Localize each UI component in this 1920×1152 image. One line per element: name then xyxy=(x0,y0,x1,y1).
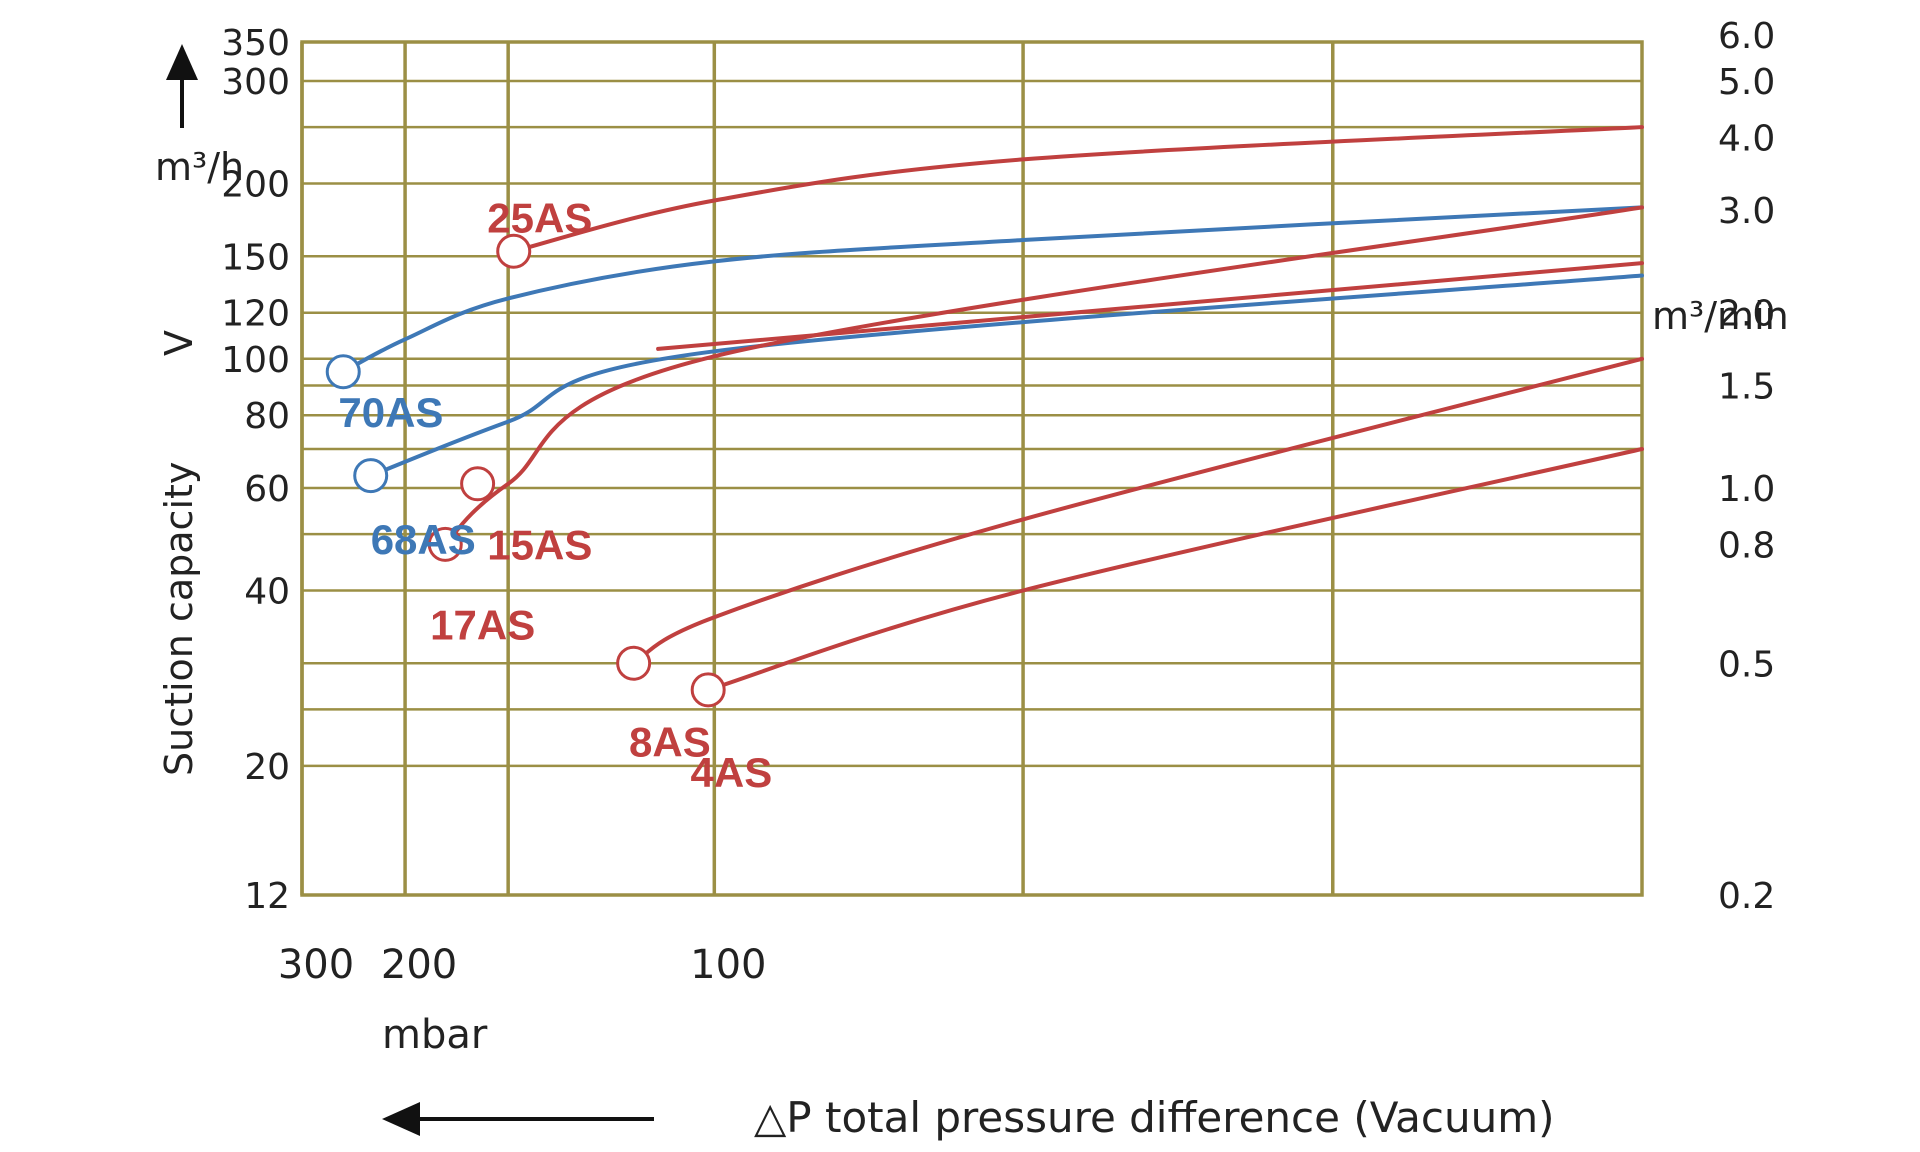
x-tick-labels: 300 200 100 xyxy=(278,942,767,988)
series-marker-25as xyxy=(496,233,532,269)
x-tick-label: 100 xyxy=(690,942,766,988)
y2-tick-label: 5.0 xyxy=(1718,62,1775,103)
plot-frame xyxy=(300,40,1644,897)
y-tick-label: 40 xyxy=(244,572,290,613)
y-axis-title: Suction capacity xyxy=(157,462,201,776)
series-marker-4as xyxy=(690,672,726,708)
x-tick-label: 300 xyxy=(278,942,354,988)
series-label-70as: 70AS xyxy=(338,389,443,436)
series-marker-70as xyxy=(325,354,361,390)
series-marker-15as xyxy=(460,466,496,502)
series-line-17as xyxy=(443,205,1644,547)
y-tick-label: 120 xyxy=(221,294,290,335)
series-lines xyxy=(341,125,1644,692)
y-axis-symbol: V xyxy=(157,330,201,356)
series-line-68as xyxy=(368,273,1644,478)
y2-tick-label: 6.0 xyxy=(1718,16,1775,57)
up-arrow-icon xyxy=(166,44,198,128)
series-marker-8as xyxy=(616,645,652,681)
y2-tick-label: 0.5 xyxy=(1718,644,1775,685)
series-label-25as: 25AS xyxy=(487,194,592,241)
y2-tick-label: 1.5 xyxy=(1718,366,1775,407)
y-tick-label: 350 xyxy=(221,23,290,64)
series-label-17as: 17AS xyxy=(430,601,535,648)
y-tick-label: 100 xyxy=(221,340,290,381)
y-tick-label: 60 xyxy=(244,469,290,510)
y-tick-label: 150 xyxy=(221,237,290,278)
y2-tick-label: 0.2 xyxy=(1718,876,1775,917)
series-line-25as xyxy=(511,125,1644,254)
series-line-15as xyxy=(656,261,1644,351)
y-tick-label: 20 xyxy=(244,747,290,788)
series-marker-17as xyxy=(427,526,463,562)
series-label-4as: 4AS xyxy=(691,749,773,796)
y2-tick-label: 3.0 xyxy=(1718,191,1775,232)
series-markers xyxy=(325,233,726,708)
y2-unit: m³/min xyxy=(1652,294,1789,338)
y2-tick-label: 2.0 xyxy=(1718,294,1775,335)
x-tick-label: 200 xyxy=(381,942,457,988)
series-label-68as: 68AS xyxy=(371,516,476,563)
series-line-70as xyxy=(341,205,1644,374)
series-line-8as xyxy=(631,356,1644,666)
y2-tick-label: 0.8 xyxy=(1718,525,1775,566)
y-tick-label: 200 xyxy=(221,165,290,206)
y-unit: m³/h xyxy=(155,145,244,189)
y-tick-label: 80 xyxy=(244,396,290,437)
series-label-8as: 8AS xyxy=(629,719,711,766)
x-unit: mbar xyxy=(382,1012,488,1058)
series-label-15as: 15AS xyxy=(487,521,592,568)
left-arrow-icon xyxy=(382,1102,654,1136)
y2-tick-label: 1.0 xyxy=(1718,469,1775,510)
y-tick-label: 300 xyxy=(221,62,290,103)
y-tick-label: 12 xyxy=(244,876,290,917)
series-marker-68as xyxy=(353,458,389,494)
x-axis-title: △P total pressure difference (Vacuum) xyxy=(754,1093,1555,1142)
y2-tick-labels: 6.0 5.0 4.0 3.0 2.0 1.5 1.0 0.8 0.5 0.2 xyxy=(1718,16,1775,917)
series-line-4as xyxy=(706,447,1644,692)
grid xyxy=(300,40,1644,897)
y2-tick-label: 4.0 xyxy=(1718,118,1775,159)
